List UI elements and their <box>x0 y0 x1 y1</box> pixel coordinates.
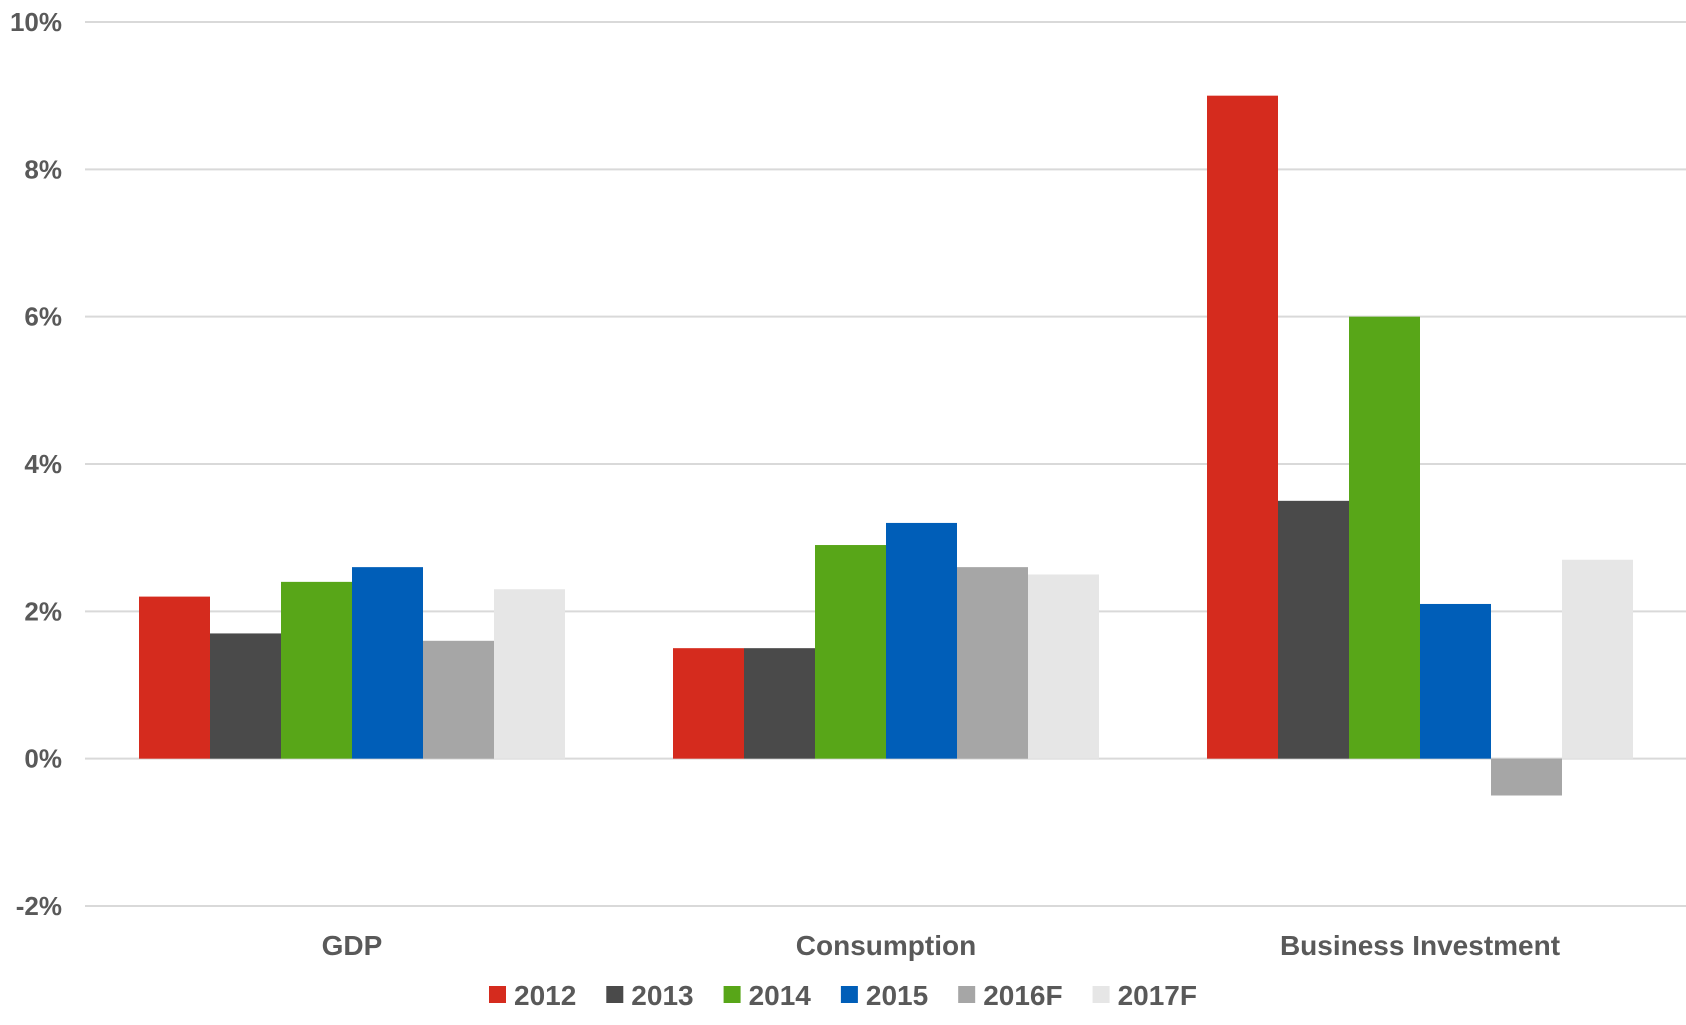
legend-label: 2016F <box>983 980 1062 1011</box>
bar <box>1278 500 1349 759</box>
bar <box>886 522 957 759</box>
bar <box>494 589 565 759</box>
legend-swatch <box>723 986 741 1003</box>
category-label: Consumption <box>796 930 976 961</box>
bar <box>957 567 1028 759</box>
bar <box>139 596 210 759</box>
gridlines <box>85 21 1686 907</box>
bar <box>352 567 423 759</box>
bars <box>139 95 1633 796</box>
legend-swatch <box>606 986 624 1003</box>
bar <box>744 648 815 759</box>
legend-swatch <box>840 986 858 1003</box>
bar <box>423 640 494 759</box>
bar <box>1420 603 1491 759</box>
legend-swatch <box>489 986 506 1003</box>
y-tick-label: 2% <box>24 596 62 626</box>
bar <box>1207 95 1278 759</box>
legend-label: 2012 <box>514 980 576 1011</box>
bar <box>210 633 281 759</box>
y-tick-label: 6% <box>24 302 62 332</box>
y-tick-label: -2% <box>16 891 62 921</box>
legend-label: 2017F <box>1118 980 1197 1011</box>
bar <box>1028 574 1099 759</box>
y-tick-label: 10% <box>10 7 62 37</box>
y-tick-label: 8% <box>24 154 62 184</box>
x-axis-categories: GDP Consumption Business Investment <box>322 930 1560 961</box>
bar <box>1349 316 1420 759</box>
y-axis-ticks: -2% 0% 2% 4% 6% 8% 10% <box>10 7 62 921</box>
category-label: Business Investment <box>1280 930 1560 961</box>
y-tick-label: 0% <box>24 744 62 774</box>
category-label: GDP <box>322 930 383 961</box>
legend-label: 2014 <box>749 980 812 1011</box>
bar <box>673 648 744 759</box>
y-tick-label: 4% <box>24 449 62 479</box>
bar <box>1562 559 1633 759</box>
bar <box>281 581 352 759</box>
legend-label: 2015 <box>866 980 928 1011</box>
legend-swatch <box>958 986 976 1003</box>
bar <box>1491 758 1562 796</box>
bar <box>815 545 886 759</box>
legend: 2012 2013 2014 2015 2016F 2017F <box>489 980 1197 1011</box>
legend-label: 2013 <box>631 980 693 1011</box>
legend-swatch <box>1092 986 1110 1003</box>
